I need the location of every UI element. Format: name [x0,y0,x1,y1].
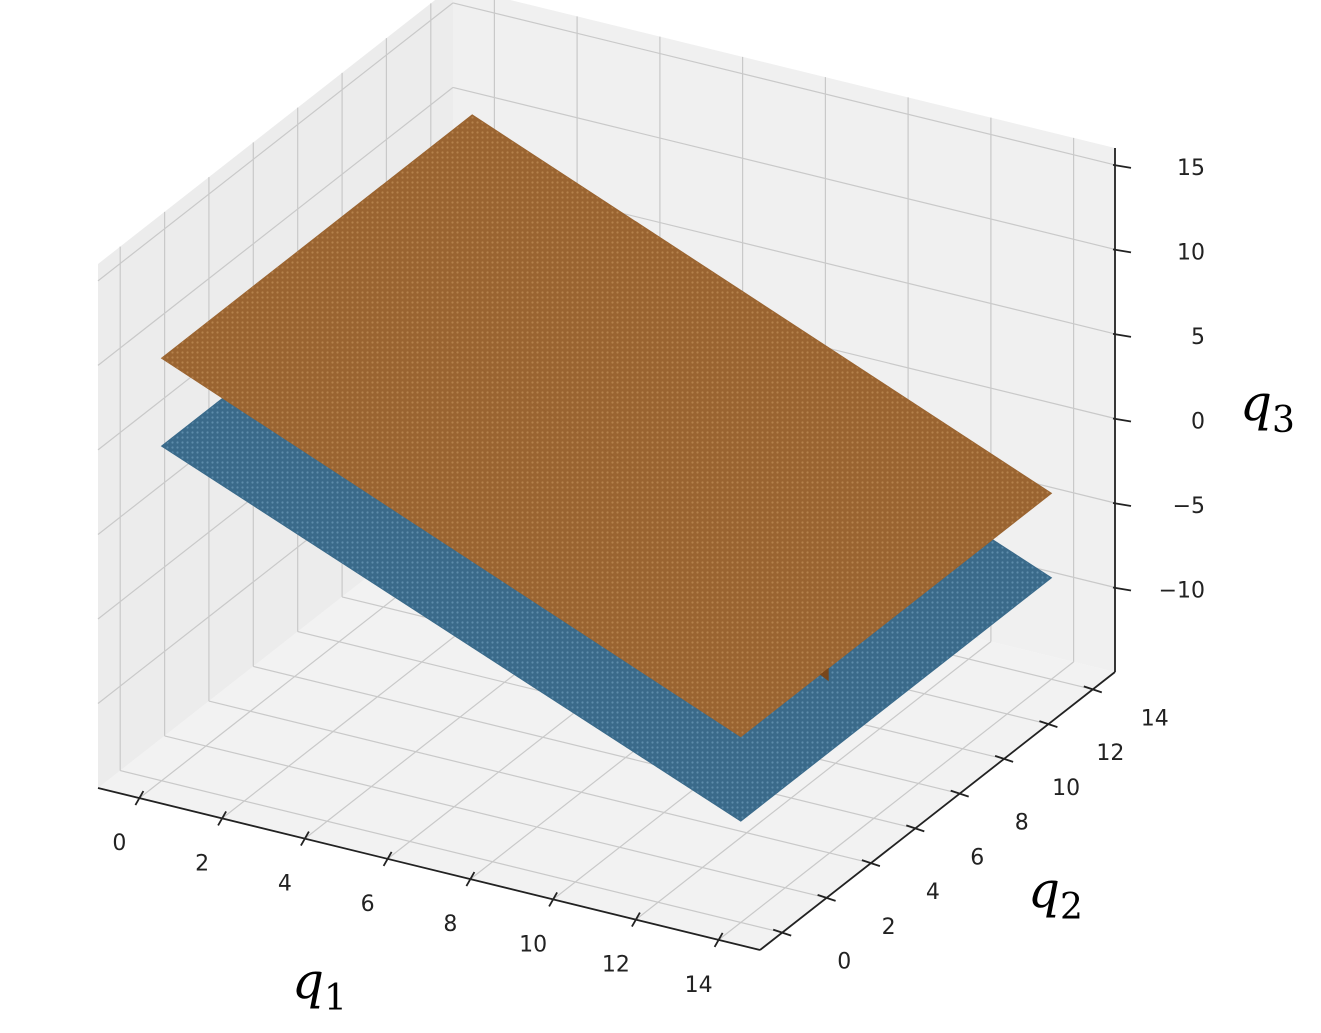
q2-tick-label: 8 [1015,811,1029,836]
q1-tick-mark [217,810,227,826]
q1-tick-mark [465,871,476,887]
q2-tick-label: 4 [926,880,940,905]
grid-line-q1-floor [635,641,992,921]
q1-tick-label: 2 [195,851,209,876]
q1-tick-label: 10 [519,932,547,957]
q2-tick-label: 2 [882,915,896,940]
grid-line-q2-floor [164,735,827,899]
q2-tick-label: 6 [970,845,984,870]
q1-tick-label: 12 [602,953,630,978]
q1-tick-label: 4 [278,872,292,897]
q2-tick-mark [1039,720,1058,728]
x-axis-title: q1 [292,952,347,1019]
q1-tick-label: 6 [361,892,375,917]
q1-tick-mark [300,831,310,847]
q1-axis-line [97,787,761,951]
q3-tick-label: 5 [1191,325,1205,350]
q2-tick-mark [950,789,969,798]
q3-tick-label: −5 [1173,494,1205,519]
q2-tick-mark [1083,685,1103,694]
grid-line-q3-left [97,86,454,366]
q3-tick-mark [1112,333,1132,338]
q3-tick-mark [1112,502,1132,507]
q1-tick-label: 14 [685,973,713,998]
q2-tick-mark [906,824,925,833]
q3-tick-label: −10 [1159,579,1205,604]
q3-tick-mark [1112,248,1132,254]
q3-tick-label: 0 [1191,410,1205,435]
axis-lines [97,148,1116,951]
q3-tick-mark [1112,417,1132,423]
surface-2-front [161,250,879,737]
q1-tick-mark [713,932,724,948]
q2-axis-line [759,671,1116,951]
grid-line-q2-floor [120,770,783,934]
q2-tick-label: 14 [1141,706,1169,731]
grid-line-q3-back [452,86,1116,250]
surfaces [160,114,1053,822]
q1-tick-mark [382,851,393,867]
q2-tick-mark [817,894,836,902]
q2-tick-label: 0 [837,950,851,975]
y-axis-title: q2 [1028,861,1083,928]
q2-tick-label: 10 [1052,776,1080,801]
q2-tick-label: 12 [1096,741,1124,766]
q1-tick-mark [134,790,145,806]
q2-tick-mark [994,755,1014,763]
q3-tick-label: 15 [1177,156,1205,181]
tick-labels: 0 2 4 6 8 10 12 14 0 2 4 6 8 10 12 14 15 10 5 0 −5 −10 [112,156,1205,998]
q1-tick-mark [548,891,558,907]
q3-tick-label: 10 [1177,240,1205,265]
grid-line-q2-floor [208,700,872,864]
q1-tick-mark [631,912,641,928]
grid-line-q3-left [97,2,454,282]
q1-tick-label: 8 [443,912,457,937]
tick-marks [134,164,1132,948]
q2-tick-mark [772,928,792,937]
q1-tick-label: 0 [112,831,126,856]
z-axis-title: q3 [1240,374,1295,441]
q3-tick-mark [1112,586,1132,592]
q3-tick-mark [1112,164,1132,169]
grid-line-q3-back [452,2,1116,166]
grid-line-q2-floor [253,665,916,829]
grid-line-q1-floor [718,661,1074,941]
q2-tick-mark [861,859,881,867]
